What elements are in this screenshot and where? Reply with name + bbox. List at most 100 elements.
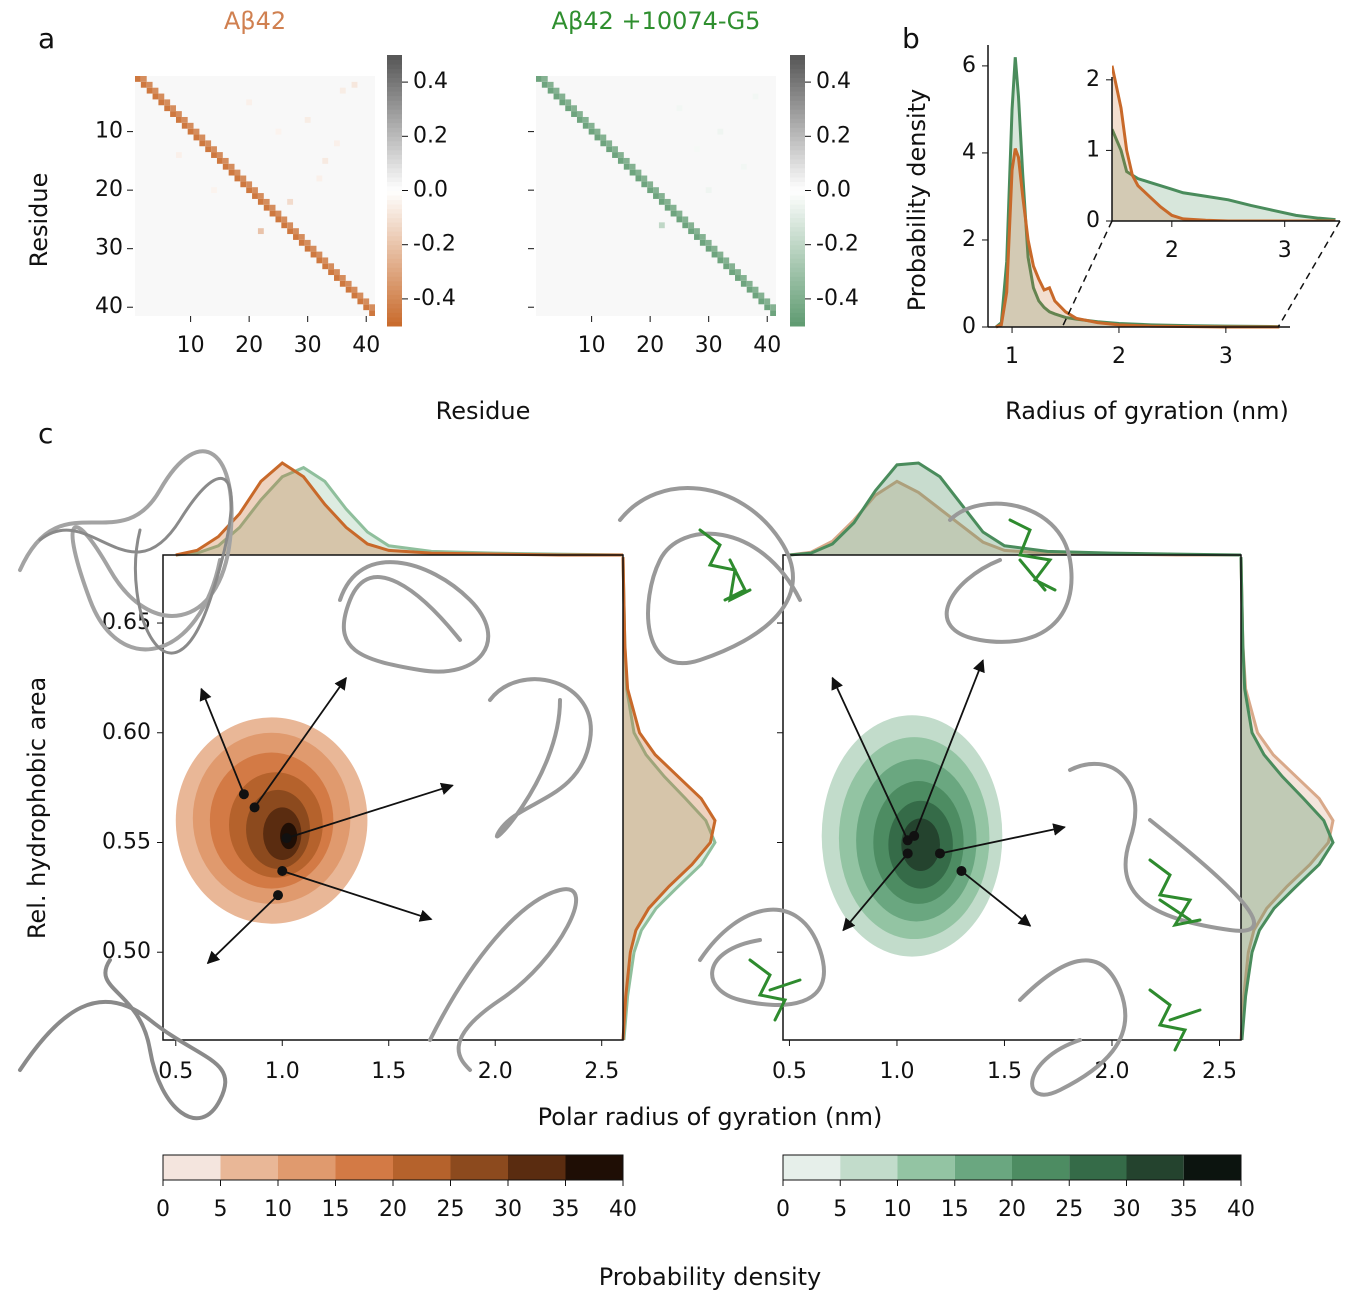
colorbar-bin bbox=[954, 1155, 1012, 1180]
heatmap-cell bbox=[752, 292, 759, 299]
heatmap-cell bbox=[228, 163, 235, 170]
x-tick-label: 1.5 bbox=[371, 1059, 406, 1084]
heatmap-cell bbox=[729, 263, 736, 270]
heatmap-cell bbox=[623, 157, 630, 164]
arrow bbox=[281, 870, 433, 922]
colorbar-slice bbox=[387, 131, 402, 137]
y-tick-label: 10 bbox=[95, 119, 123, 144]
colorbar-slice bbox=[387, 68, 402, 74]
x-tick-label: 1.5 bbox=[987, 1059, 1022, 1084]
axes-frame bbox=[162, 554, 624, 1041]
arrow bbox=[831, 676, 909, 841]
colorbar-slice bbox=[790, 77, 805, 83]
heatmap-cell bbox=[310, 245, 317, 252]
x-tick-label: 1.0 bbox=[265, 1059, 300, 1084]
colorbar-slice bbox=[790, 91, 805, 97]
heatmap-cell bbox=[316, 251, 323, 258]
heatmap-cell bbox=[164, 99, 171, 106]
x-tick-label: 30 bbox=[294, 333, 322, 358]
heatmap-cell bbox=[541, 81, 548, 88]
heatmap-cell bbox=[211, 146, 217, 153]
heatmap-cell bbox=[205, 140, 212, 147]
heatmap-cell bbox=[146, 81, 153, 88]
heatmap-cell bbox=[770, 304, 776, 311]
marginal-line bbox=[621, 557, 717, 1041]
arrow bbox=[842, 852, 909, 932]
heatmap-cell bbox=[293, 234, 299, 240]
colorbar-slice bbox=[387, 213, 402, 219]
colorbar-slice bbox=[387, 231, 402, 237]
y-axis-label: Probability density bbox=[903, 89, 931, 312]
colorbar-bin bbox=[508, 1155, 566, 1180]
colorbar-slice bbox=[387, 240, 402, 246]
heatmap-cell bbox=[752, 93, 759, 100]
heatmap-cell bbox=[275, 210, 282, 217]
colorbar-slice bbox=[387, 276, 402, 282]
point bbox=[238, 789, 249, 800]
y-tick-label: 20 bbox=[95, 177, 123, 202]
colorbar-slice bbox=[790, 181, 805, 187]
colorbar-slice bbox=[790, 204, 805, 210]
x-tick-label: 3 bbox=[1219, 344, 1233, 369]
heatmap-cell bbox=[699, 239, 706, 246]
x-tick-label: 1 bbox=[1005, 344, 1019, 369]
heatmap-cell bbox=[600, 134, 607, 141]
colorbar-slice bbox=[790, 307, 805, 313]
chart-title: Aβ42 +10074-G5 bbox=[552, 7, 761, 35]
marginal-line bbox=[789, 461, 1242, 557]
area bbox=[1112, 129, 1336, 221]
heatmap-cell bbox=[536, 76, 542, 82]
colorbar-slice bbox=[790, 104, 805, 110]
heatmap-cell bbox=[594, 128, 601, 135]
colorbar-slice bbox=[387, 217, 402, 223]
colorbar-slice bbox=[387, 262, 402, 268]
colorbar-slice bbox=[790, 149, 805, 155]
colorbar-slice bbox=[790, 73, 805, 79]
heatmap-cell bbox=[647, 181, 654, 188]
heatmap-cell bbox=[758, 298, 765, 305]
heatmap-cell bbox=[705, 239, 712, 246]
heatmap-cell bbox=[275, 216, 282, 223]
heatmap-cell bbox=[711, 251, 718, 258]
arrow bbox=[913, 659, 985, 837]
heatmap-cell bbox=[635, 175, 642, 182]
colorbar-slice bbox=[790, 158, 805, 164]
colorbar-slice bbox=[790, 199, 805, 205]
heatmap-cell bbox=[547, 87, 554, 94]
y-tick-label: 2 bbox=[1086, 67, 1100, 92]
colorbar-slice bbox=[387, 208, 402, 214]
colorbar-slice bbox=[387, 267, 402, 273]
y-tick-label: 6 bbox=[962, 53, 976, 78]
x-tick-label: 2.5 bbox=[584, 1059, 619, 1084]
heatmap-cell bbox=[345, 286, 352, 293]
heatmap-cell bbox=[140, 81, 147, 88]
heatmap-cell bbox=[175, 111, 182, 117]
arrow bbox=[286, 782, 454, 839]
heatmap-cell bbox=[363, 304, 370, 311]
colorbar-tick-label: -0.2 bbox=[413, 232, 456, 257]
colorbar-slice bbox=[387, 100, 402, 106]
heatmap-cell bbox=[623, 163, 630, 170]
colorbar-tick-label: 0.2 bbox=[413, 123, 448, 148]
colorbar-slice bbox=[387, 244, 402, 250]
heatmap-cell bbox=[553, 93, 560, 100]
heatmap-cell bbox=[175, 116, 182, 123]
colorbar-slice bbox=[790, 118, 805, 124]
structure bbox=[18, 958, 228, 1121]
heatmap-cell bbox=[287, 222, 294, 229]
y-axis-label: Rel. hydrophobic area bbox=[23, 677, 51, 939]
heatmap-cell bbox=[606, 146, 613, 153]
heatmap-cell bbox=[193, 128, 200, 135]
heatmap-cell bbox=[170, 105, 176, 112]
y-tick-label: 0 bbox=[1086, 208, 1100, 233]
colorbar-slice bbox=[790, 109, 805, 115]
colorbar-slice bbox=[790, 253, 805, 259]
y-tick-label: 2 bbox=[962, 227, 976, 252]
colorbar-tick-label: -0.2 bbox=[816, 232, 859, 257]
marginal-area bbox=[789, 481, 1241, 555]
colorbar-slice bbox=[790, 280, 805, 286]
colorbar-slice bbox=[387, 104, 402, 110]
colorbar-slice bbox=[387, 181, 402, 187]
y-tick-label: 0 bbox=[962, 314, 976, 339]
colorbar-slice bbox=[387, 167, 402, 173]
